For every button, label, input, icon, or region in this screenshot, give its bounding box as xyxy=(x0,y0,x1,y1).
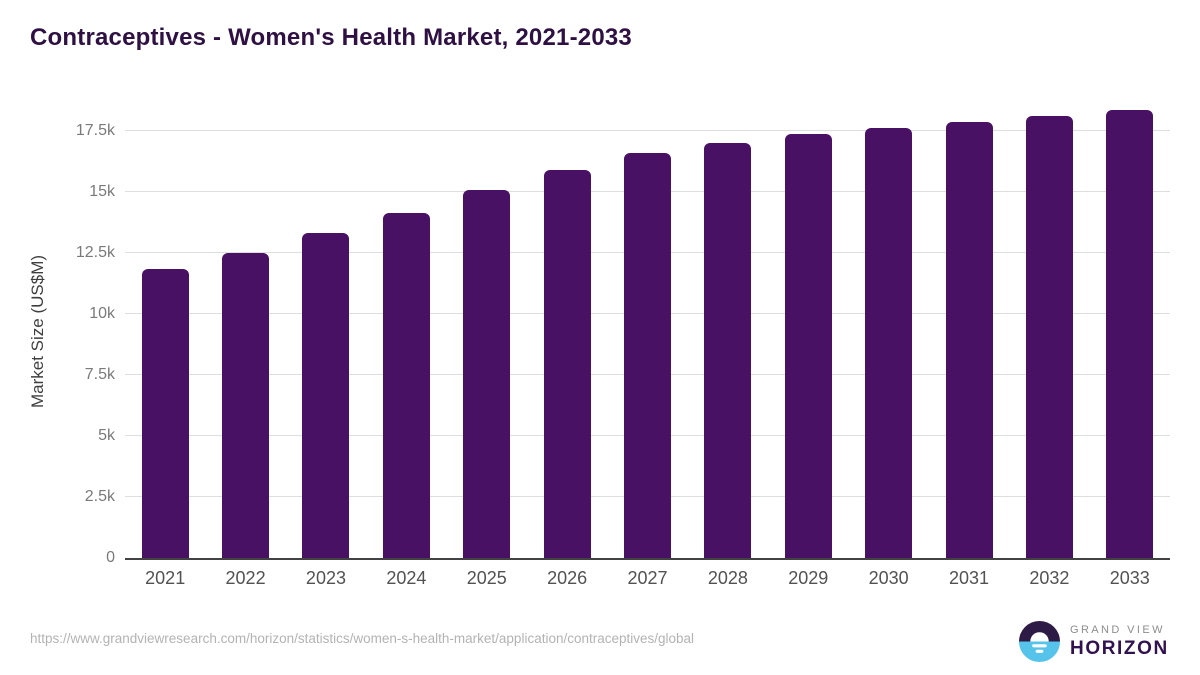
bar-2027[interactable] xyxy=(624,153,671,558)
logo-wordmark: GRAND VIEW HORIZON xyxy=(1070,624,1169,660)
bar-2023[interactable] xyxy=(302,233,350,558)
y-tick-label: 5k xyxy=(98,427,115,445)
gridline-17.5k xyxy=(125,130,1170,132)
y-tick-label: 2.5k xyxy=(84,488,115,506)
chart-title: Contraceptives - Women's Health Market, … xyxy=(30,24,632,51)
x-tick-label: 2033 xyxy=(1109,568,1150,588)
bar-2022[interactable] xyxy=(222,253,270,558)
y-tick-label: 0 xyxy=(106,549,115,566)
x-tick-label: 2025 xyxy=(466,568,507,588)
y-tick-label: 12.5k xyxy=(75,244,115,262)
logo-wordmark-line2: HORIZON xyxy=(1070,637,1169,659)
logo-wordmark-line1: GRAND VIEW xyxy=(1070,623,1165,636)
x-tick-label: 2022 xyxy=(225,568,266,588)
bar-2025[interactable] xyxy=(463,190,511,558)
bar-2024[interactable] xyxy=(382,213,430,558)
plot-area xyxy=(125,105,1170,560)
x-tick-label: 2030 xyxy=(868,568,909,588)
bar-2026[interactable] xyxy=(543,170,591,558)
x-tick-label: 2021 xyxy=(145,568,186,588)
x-tick-label: 2023 xyxy=(305,568,346,588)
x-tick-label: 2027 xyxy=(627,568,668,588)
grandview-horizon-logo-icon xyxy=(1018,620,1061,663)
y-tick-label: 7.5k xyxy=(84,366,115,384)
bar-2033[interactable] xyxy=(1106,110,1154,558)
x-tick-label: 2024 xyxy=(386,568,427,588)
x-tick-label: 2029 xyxy=(788,568,829,588)
x-axis-tick-labels: 2021 2022 2023 2024 2025 2026 2027 2028 2029 2030… xyxy=(125,568,1170,594)
bar-2028[interactable] xyxy=(704,143,752,558)
x-tick-label: 2026 xyxy=(547,568,588,588)
y-tick-label: 15k xyxy=(89,183,115,201)
bar-2029[interactable] xyxy=(784,134,832,558)
y-tick-label: 17.5k xyxy=(75,122,115,140)
bar-2030[interactable] xyxy=(865,128,913,558)
bar-2032[interactable] xyxy=(1025,116,1073,558)
bar-2031[interactable] xyxy=(945,122,993,558)
x-tick-label: 2031 xyxy=(949,568,990,588)
grandview-horizon-logo: GRAND VIEW HORIZON xyxy=(1018,620,1169,663)
y-tick-label: 10k xyxy=(89,305,115,323)
x-tick-label: 2028 xyxy=(707,568,748,588)
x-axis-line xyxy=(125,558,1170,560)
source-url: https://www.grandviewresearch.com/horizo… xyxy=(30,631,695,646)
y-axis-tick-labels: 0 2.5k 5k 7.5k 10k 12.5k 15k 17.5k xyxy=(0,105,115,566)
bar-2021[interactable] xyxy=(141,269,189,558)
x-tick-label: 2032 xyxy=(1029,568,1070,588)
